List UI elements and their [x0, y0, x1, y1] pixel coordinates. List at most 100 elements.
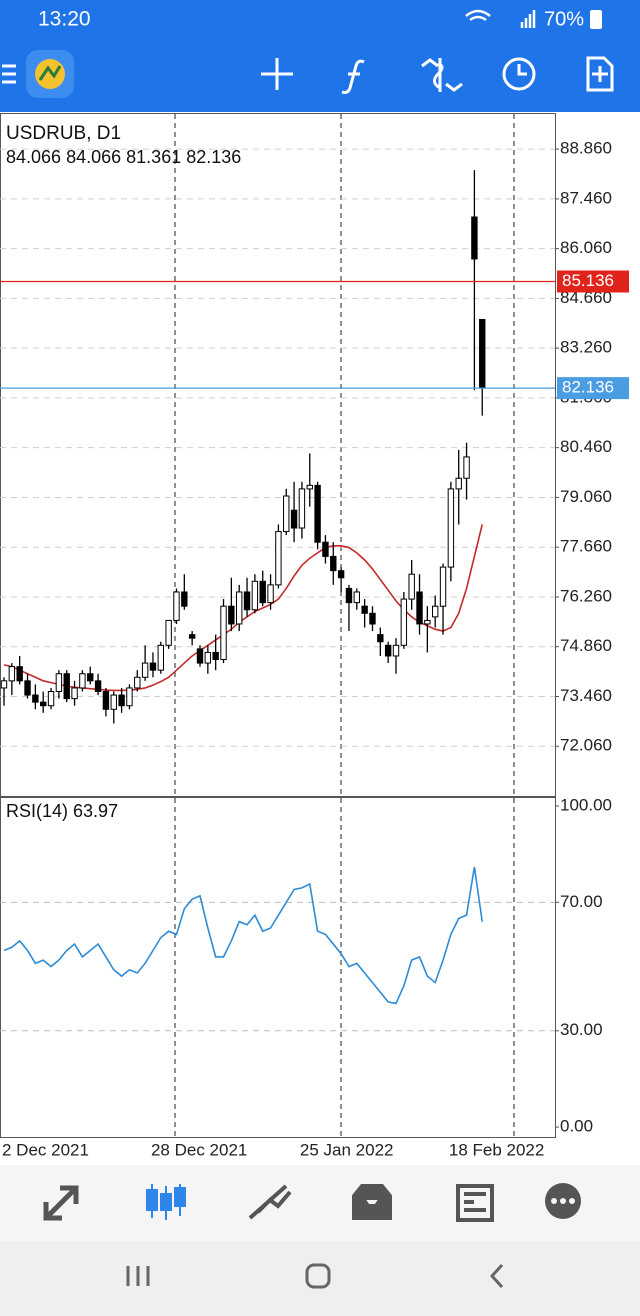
- candle-body: [188, 634, 196, 639]
- candle-body: [322, 541, 329, 557]
- candle-body: [259, 580, 266, 604]
- y-tick-label: 77.660: [560, 537, 612, 556]
- candle-body: [228, 605, 235, 625]
- y-tick-label: 86.060: [560, 238, 612, 257]
- candle-body: [141, 662, 149, 678]
- candle-body: [384, 644, 392, 657]
- candle-body: [165, 619, 172, 646]
- ohlc-readout: 84.066 84.066 81.361 82.136: [6, 147, 241, 167]
- x-tick-label: 2 Dec 2021: [2, 1140, 89, 1159]
- logo-mark: [38, 65, 62, 81]
- nav-trade[interactable]: [248, 1184, 292, 1220]
- status-time: 13:20: [38, 8, 91, 31]
- ohlc-high: 84.066: [66, 147, 121, 167]
- y-tick-label: 76.260: [560, 586, 612, 605]
- y-tick-label: 87.460: [560, 188, 612, 207]
- candle-body: [314, 484, 321, 543]
- candle-body: [236, 591, 243, 625]
- candle-body: [149, 662, 157, 671]
- candle-body: [47, 691, 55, 707]
- candle-body: [71, 687, 78, 700]
- candle-body: [204, 651, 212, 664]
- y-tick-label: 100.00: [560, 795, 612, 814]
- candle-body: [181, 591, 188, 607]
- rsi-line: [3, 866, 484, 1005]
- candle-body: [408, 573, 415, 600]
- menu-button[interactable]: [2, 64, 16, 84]
- nav-messages-dot: [560, 1198, 566, 1204]
- system-nav: [0, 1241, 640, 1316]
- candle-body: [298, 488, 306, 529]
- nav-messages-dot: [551, 1198, 557, 1204]
- candle-body: [432, 605, 439, 618]
- y-tick-label: 74.860: [560, 636, 612, 655]
- candle-body: [134, 676, 141, 689]
- crosshair-button[interactable]: [261, 58, 293, 90]
- candle-body: [479, 319, 486, 389]
- candle-body: [392, 644, 400, 657]
- x-tick-label: 28 Dec 2021: [151, 1140, 247, 1159]
- price-tag-label: 82.136: [562, 378, 614, 397]
- candle-body: [118, 694, 125, 707]
- rsi-value: 63.97: [73, 801, 118, 821]
- x-tick-label: 18 Feb 2022: [449, 1140, 544, 1159]
- timeframe-icon: [517, 64, 527, 76]
- candle-body: [447, 488, 455, 568]
- candle-body: [40, 701, 47, 707]
- candle-body: [337, 570, 345, 579]
- y-tick-label: 83.260: [560, 338, 612, 357]
- candle-body: [251, 580, 259, 611]
- chart-area: [0, 113, 559, 1138]
- recent-apps-button[interactable]: [126, 1266, 150, 1286]
- timeframe-button[interactable]: [502, 57, 536, 91]
- y-tick-label: 73.460: [560, 686, 612, 705]
- candle-body: [424, 619, 431, 625]
- price-tag-label: 85.136: [562, 271, 614, 290]
- rsi-name: RSI(14): [6, 801, 68, 821]
- candle-body: [79, 673, 86, 689]
- candle-body: [330, 555, 337, 572]
- new-order-button[interactable]: [586, 56, 614, 92]
- y-tick-label: 80.460: [560, 437, 612, 456]
- ohlc-open: 84.066: [6, 147, 61, 167]
- nav-chart[interactable]: [146, 1184, 186, 1220]
- y-tick-label: 70.00: [560, 892, 603, 911]
- nav-quotes[interactable]: [43, 1185, 79, 1221]
- ohlc-close: 82.136: [186, 147, 241, 167]
- wifi-icon: [465, 9, 491, 22]
- candle-body: [439, 566, 447, 607]
- candle-body: [400, 598, 408, 646]
- candle-body: [267, 584, 274, 604]
- nav-news[interactable]: [456, 1184, 494, 1222]
- price-tag: [557, 270, 629, 293]
- candle-body: [353, 591, 361, 604]
- candle-body: [157, 644, 165, 671]
- indicators-button[interactable]: [341, 59, 365, 94]
- y-tick-label: 30.00: [560, 1020, 603, 1039]
- candle-body: [283, 495, 290, 533]
- y-tick-label: 0.00: [560, 1117, 593, 1136]
- back-button[interactable]: [489, 1263, 504, 1289]
- candle-body: [8, 666, 16, 682]
- candle-body: [377, 634, 384, 643]
- candle-body: [102, 691, 110, 710]
- candle-body: [463, 456, 470, 479]
- candle-body: [455, 477, 462, 490]
- home-button[interactable]: [305, 1263, 331, 1289]
- candle-body: [24, 680, 31, 696]
- symbols-button[interactable]: [421, 58, 463, 92]
- bottom-nav: [0, 1165, 640, 1241]
- candle-body: [369, 612, 376, 625]
- y-tick-label: 79.060: [560, 487, 612, 506]
- candle-body: [212, 651, 219, 661]
- candle-body: [16, 666, 23, 682]
- candle-body: [55, 673, 63, 693]
- candle-body: [275, 531, 282, 586]
- nav-history[interactable]: [352, 1184, 392, 1220]
- nav-chart-icon: [174, 1187, 186, 1207]
- candle-body: [126, 687, 133, 707]
- candle-body: [87, 673, 94, 682]
- candle-body: [345, 587, 353, 604]
- candle-body: [471, 216, 478, 260]
